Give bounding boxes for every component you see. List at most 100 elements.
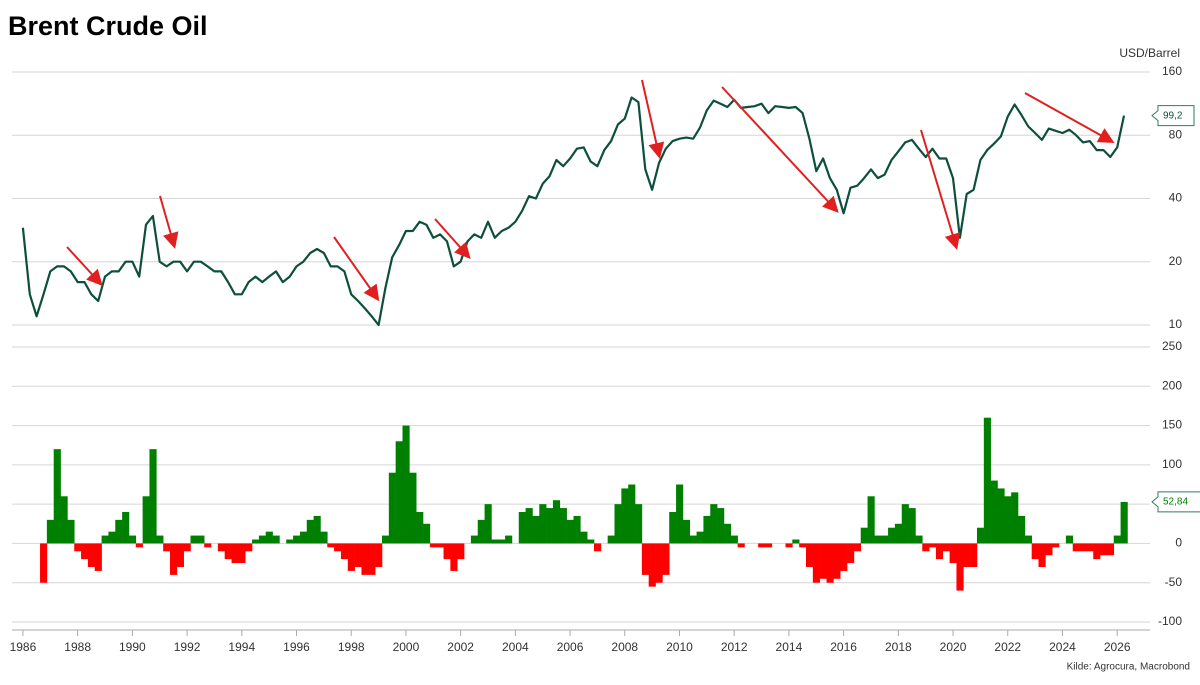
y-tick-label: -100 [1158,614,1182,628]
change-bar [648,543,656,587]
change-bar [881,535,889,544]
change-bar [470,535,479,544]
x-tick-label: 1998 [338,640,365,654]
change-bar [1011,492,1019,544]
y-tick-label: 160 [1162,64,1182,78]
change-bar [929,543,937,548]
arrow [1024,92,1115,143]
end-callout-box [1151,491,1200,513]
change-bar [518,512,526,544]
change-bar [347,543,355,571]
change-bar [922,543,930,552]
change-bar [252,539,260,544]
price-line [21,96,1126,327]
x-tick-label: 2002 [447,640,474,654]
change-bar [942,543,950,552]
change-bar [340,543,349,560]
change-bar [552,500,561,544]
change-bar [156,535,164,544]
change-bar [272,535,280,544]
change-bar [142,496,150,544]
change-bar [53,449,61,544]
x-tick-label: 2022 [994,640,1021,654]
change-bar [238,543,246,564]
change-bar [908,508,916,544]
change-bar [853,543,862,552]
change-bar [354,543,362,567]
change-bar [299,531,308,544]
change-bar [436,543,444,548]
arrow [66,246,103,286]
y-tick-label: 80 [1169,127,1183,141]
change-bar [122,512,130,544]
change-bar [806,543,814,567]
change-bar [197,535,205,544]
x-tick-label: 1986 [10,640,37,654]
change-bar [723,523,732,544]
change-bar [826,543,834,583]
change-bar [915,535,923,544]
change-bar [819,543,827,579]
change-bar [847,543,855,564]
change-bar [525,508,533,544]
change-bar [1018,515,1026,544]
change-bar [997,488,1005,544]
change-bar [115,519,123,544]
change-bar [388,472,396,544]
change-bar [717,508,725,544]
change-bar [81,543,89,560]
change-bar [169,543,178,575]
change-bar [67,519,75,544]
change-bar [94,543,102,571]
change-bar [409,472,417,544]
x-tick-label: 2010 [666,640,693,654]
change-bar [87,543,96,567]
x-tick-label: 2008 [611,640,638,654]
change-bar [874,535,882,544]
change-bar [258,535,267,544]
x-tick-label: 2006 [557,640,584,654]
change-bar [135,543,143,548]
plots: 1020408016099,2-100-5005010015020025052,… [10,64,1200,654]
change-bar [498,539,506,544]
change-bar [395,441,403,544]
change-bar [429,543,437,548]
change-bar [1093,543,1101,560]
x-tick-label: 2024 [1049,640,1076,654]
change-bar [607,535,615,544]
change-bar [381,535,390,544]
change-bar [901,504,909,544]
change-bar [40,543,48,583]
x-tick-label: 2016 [830,640,857,654]
change-bar [758,543,766,548]
change-bar [334,543,342,552]
x-tick-label: 2000 [393,640,420,654]
change-bar [983,417,991,544]
change-bar [566,519,574,544]
change-bar [546,508,554,544]
x-tick-label: 2018 [885,640,912,654]
change-bar [1031,543,1039,560]
change-bar [306,519,314,544]
change-bar [402,425,410,544]
end-callout-box [1151,105,1195,127]
x-tick-label: 2026 [1104,640,1131,654]
change-bar [785,543,793,548]
change-bar [484,504,492,544]
change-bar [737,543,745,548]
change-bar [764,543,773,548]
y-tick-label: 0 [1175,536,1182,550]
x-tick-label: 1992 [174,640,201,654]
change-bar [587,539,595,544]
x-tick-label: 1988 [64,640,91,654]
change-bar [840,543,848,571]
change-bar [676,484,684,544]
arrow [159,195,179,249]
change-bar [1072,543,1080,552]
arrow [920,129,961,250]
change-bar [703,515,711,544]
change-bar [443,543,451,560]
change-bar [224,543,232,560]
change-bar [190,535,198,544]
change-bar [888,527,896,544]
